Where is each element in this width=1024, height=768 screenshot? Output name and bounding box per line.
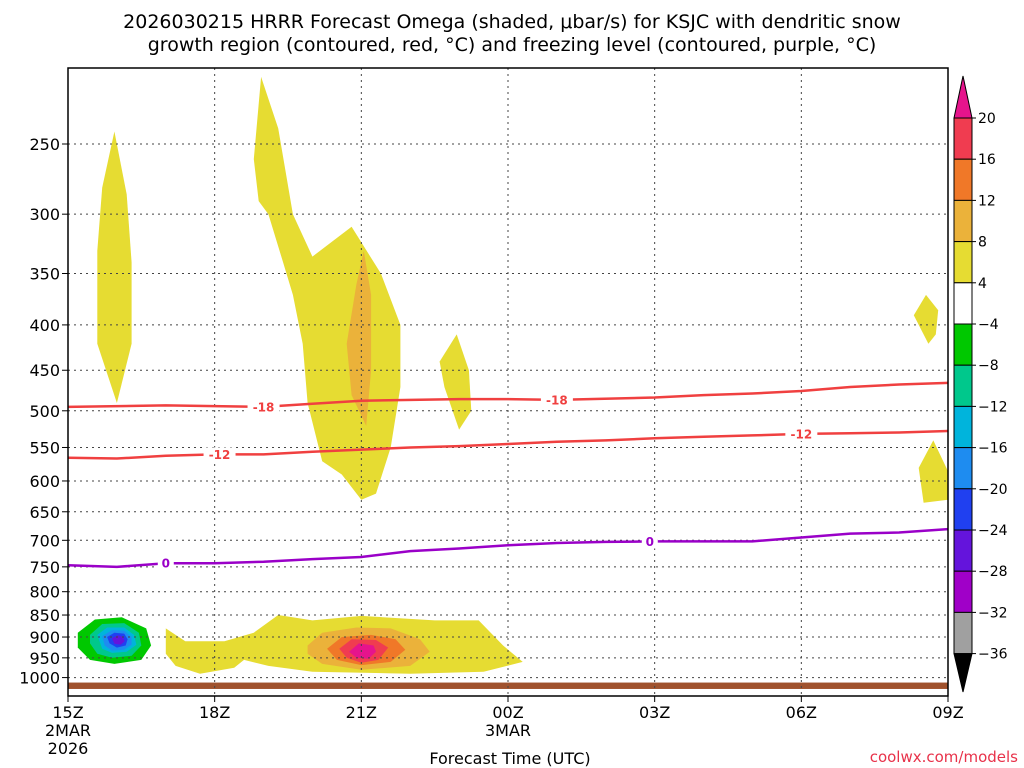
x-tick-label-06Z: 06Z — [786, 703, 817, 722]
colorbar-tick-label-9: −20 — [978, 482, 1008, 498]
contour-label-0-1: 0 — [646, 535, 654, 549]
y-tick-label-350: 350 — [29, 265, 60, 284]
chart-title-line-2: growth region (contoured, red, °C) and f… — [148, 34, 877, 56]
plot-area: -18 -18 -12 -12 0 0 250 300 350 400 450 500 550 600 65… — [19, 67, 964, 758]
credit-text: coolwx.com/models — [870, 748, 1018, 766]
colorbar-over-triangle — [953, 75, 973, 119]
chart-title-line-1: 2026030215 HRRR Forecast Omega (shaded, … — [123, 11, 901, 33]
y-tick-label-900: 900 — [29, 628, 60, 647]
colorbar-bin-16-to-20 — [953, 117, 973, 160]
omega-region-upper-yellow-plume-15z — [97, 131, 132, 403]
y-tick-label-1000: 1000 — [19, 669, 60, 688]
x-tick-label-15Z: 15Z — [52, 703, 83, 722]
x-tick-label-03Z: 03Z — [639, 703, 670, 722]
y-tick-label-850: 850 — [29, 606, 60, 625]
y-tick-label-550: 550 — [29, 438, 60, 457]
contour-label-0-0: 0 — [162, 557, 170, 571]
colorbar-bin-8-to-12 — [953, 199, 973, 243]
colorbar-tick-label-11: −28 — [978, 564, 1008, 580]
colorbar-under-triangle — [953, 653, 973, 693]
y-tick-label-300: 300 — [29, 205, 60, 224]
colorbar-tick-label-0: 20 — [978, 111, 996, 127]
omega-region-lower-magenta-core — [349, 643, 376, 659]
x-tick-label-00Z: 00Z — [492, 703, 523, 722]
y-tick-label-750: 750 — [29, 558, 60, 577]
colorbar-bin--16-to--12 — [953, 405, 973, 449]
colorbar-bin--36-to--32 — [953, 611, 973, 655]
colorbar-bin--4-to-4 — [953, 282, 973, 325]
contour-label--18-1: -18 — [546, 393, 568, 407]
colorbar-tick-label-3: 8 — [978, 235, 987, 251]
colorbar-tick-label-5: −4 — [978, 317, 999, 333]
omega-region-orange-core-21z — [346, 250, 372, 426]
colorbar-tick-label-10: −24 — [978, 523, 1008, 539]
contour-label-bg-0-0 — [157, 556, 174, 571]
contour-label-bg--12-1 — [785, 426, 818, 441]
colorbar-tick-label-13: −36 — [978, 647, 1008, 663]
contour-line-0 — [68, 527, 948, 569]
colorbar-bin--24-to--20 — [953, 488, 973, 531]
contour-label-bg--12-0 — [203, 447, 236, 462]
contour-label--12-1: -12 — [790, 427, 812, 441]
colorbar-tick-label-12: −32 — [978, 605, 1008, 621]
colorbar-tick-label-7: −12 — [978, 399, 1008, 415]
colorbar: 20 16 12 8 4 −4 −8 −12 −16 −20 −24 −28 −32 −36 — [953, 75, 1008, 693]
y-tick-label-450: 450 — [29, 361, 60, 380]
colorbar-bin--28-to--24 — [953, 529, 973, 572]
omega-region-neg-indigo — [112, 635, 125, 645]
y-tick-label-400: 400 — [29, 316, 60, 335]
omega-region-yellow-patch-0730z-upper — [913, 294, 939, 344]
plot-inner: -18 -18 -12 -12 0 0 — [68, 68, 948, 696]
x-tick-sublabel-00Z-1: 3MAR — [485, 721, 531, 740]
y-tick-label-500: 500 — [29, 402, 60, 421]
contour-label-bg--18-1 — [540, 392, 573, 407]
y-tick-label-700: 700 — [29, 531, 60, 550]
colorbar-bin-4-to-8 — [953, 241, 973, 284]
omega-region-upper-yellow-plume-19z — [253, 76, 401, 500]
contour-label-bg--18-0 — [247, 399, 280, 414]
y-tick-label-600: 600 — [29, 472, 60, 491]
colorbar-bin--20-to--16 — [953, 447, 973, 490]
colorbar-tick-label-8: −16 — [978, 441, 1008, 457]
colorbar-tick-label-2: 12 — [978, 193, 996, 209]
colorbar-bin--8-to--4 — [953, 323, 973, 366]
x-tick-label-18Z: 18Z — [199, 703, 230, 722]
contour-label--12-0: -12 — [209, 448, 231, 462]
y-tick-label-950: 950 — [29, 649, 60, 668]
colorbar-tick-label-1: 16 — [978, 152, 996, 168]
x-tick-sublabel-15Z-2: 2026 — [48, 739, 89, 758]
contour-label--18-0: -18 — [253, 400, 275, 414]
terrain-band — [68, 682, 948, 689]
colorbar-bin-12-to-16 — [953, 158, 973, 201]
colorbar-bin--32-to--28 — [953, 570, 973, 613]
x-axis-label: Forecast Time (UTC) — [429, 749, 590, 768]
y-tick-label-250: 250 — [29, 135, 60, 154]
omega-region-yellow-patch-0830z-mid — [918, 440, 948, 503]
x-tick-label-21Z: 21Z — [346, 703, 377, 722]
x-tick-label-09Z: 09Z — [932, 703, 963, 722]
contour-label-bg-0-1 — [641, 534, 658, 549]
omega-region-yellow-patch-2330z — [439, 334, 472, 430]
colorbar-tick-label-6: −8 — [978, 358, 999, 374]
y-tick-label-650: 650 — [29, 503, 60, 522]
colorbar-bin--12-to--8 — [953, 364, 973, 407]
y-tick-label-800: 800 — [29, 583, 60, 602]
colorbar-tick-label-4: 4 — [978, 276, 987, 292]
x-tick-sublabel-15Z-1: 2MAR — [45, 721, 91, 740]
